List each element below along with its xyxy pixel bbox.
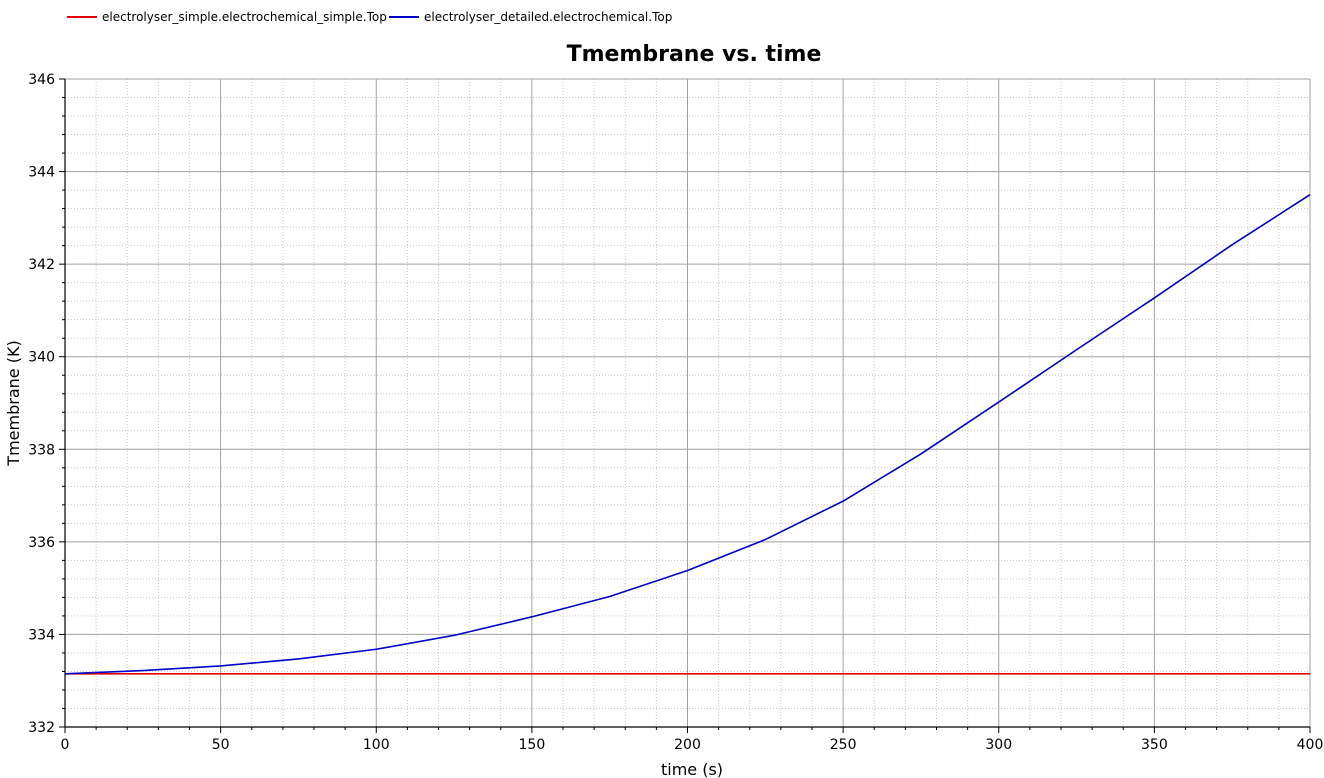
x-tick-labels: 0 50 100 150 200 250 300 350 400 <box>61 737 1324 753</box>
x-tick-label: 250 <box>830 737 857 753</box>
series-line-2 <box>64 194 1311 675</box>
x-tick-label: 0 <box>61 737 70 753</box>
grid-minor <box>65 79 1310 727</box>
x-tick-label: 100 <box>363 737 390 753</box>
x-axis-label: time (s) <box>661 760 723 778</box>
y-tick-label: 332 <box>28 720 55 736</box>
y-tick-labels: 332 334 336 338 340 342 344 346 <box>28 72 55 736</box>
x-tick-label: 400 <box>1297 737 1324 753</box>
y-tick-label: 334 <box>28 627 55 643</box>
x-tick-label: 50 <box>212 737 230 753</box>
legend-label-2: electrolyser_detailed.electrochemical.To… <box>424 10 672 24</box>
x-tick-label: 150 <box>519 737 546 753</box>
x-tick-label: 350 <box>1141 737 1168 753</box>
x-tick-label: 200 <box>674 737 701 753</box>
series-layer <box>64 194 1311 675</box>
legend: electrolyser_simple.electrochemical_simp… <box>67 10 672 24</box>
y-tick-label: 342 <box>28 257 55 273</box>
y-tick-label: 346 <box>28 72 55 88</box>
y-axis-label: Tmembrane (K) <box>4 340 23 466</box>
grid-major <box>64 78 1311 728</box>
y-tick-label: 344 <box>28 165 55 181</box>
x-tick-label: 300 <box>985 737 1012 753</box>
y-tick-label: 340 <box>28 350 55 366</box>
y-tick-label: 336 <box>28 535 55 551</box>
chart-title: Tmembrane vs. time <box>567 42 822 67</box>
legend-label-1: electrolyser_simple.electrochemical_simp… <box>102 10 387 24</box>
axes <box>59 78 1311 733</box>
y-tick-label: 338 <box>28 442 55 458</box>
